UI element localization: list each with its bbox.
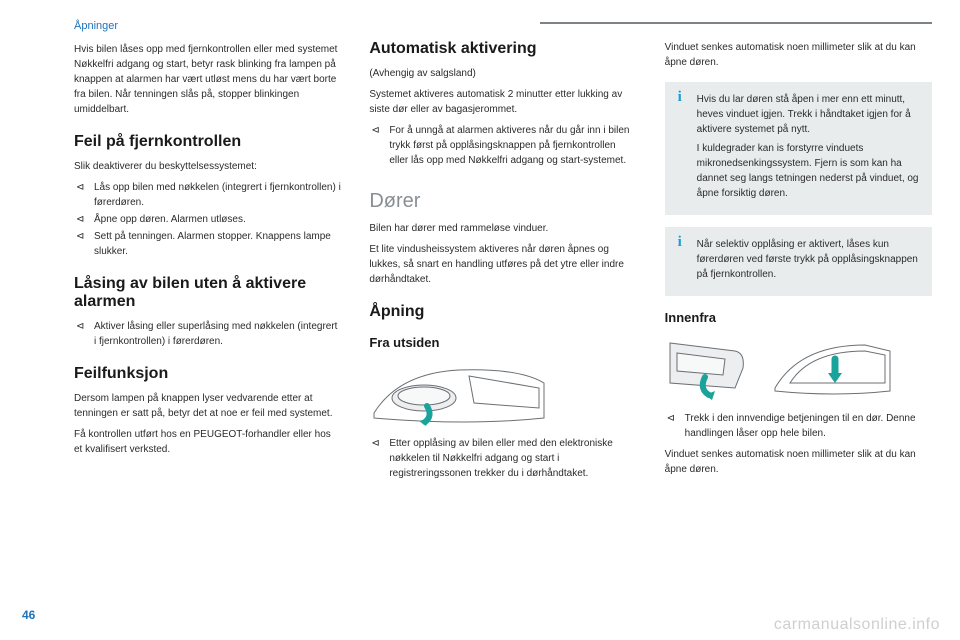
innenfra-list: Trekk i den innvendige betjeningen til e… [665,411,932,441]
heading-fra-utsiden: Fra utsiden [369,335,636,350]
page-body: Åpninger Hvis bilen låses opp med fjernk… [0,0,960,497]
deaktiver-intro: Slik deaktiverer du beskyttelsessystemet… [74,159,341,174]
column-1: Åpninger Hvis bilen låses opp med fjernk… [74,20,341,487]
feilfunksjon-p2: Få kontrollen utført hos en PEUGEOT-forh… [74,427,341,457]
watermark: carmanualsonline.info [774,616,940,634]
auto-list: For å unngå at alarmen aktiveres når du … [369,123,636,168]
heading-feil-fjernkontrollen: Feil på fjernkontrollen [74,133,341,151]
info-icon: i [673,90,687,104]
dorer-p2: Et lite vindusheissystem aktiveres når d… [369,242,636,287]
heading-feilfunksjon: Feilfunksjon [74,365,341,383]
feilfunksjon-p1: Dersom lampen på knappen lyser vedvarend… [74,391,341,421]
page-number: 46 [22,608,35,622]
info-text: Hvis du lar døren stå åpen i mer enn ett… [697,92,922,137]
intro-paragraph: Hvis bilen låses opp med fjernkontrollen… [74,42,341,117]
lasing-list: Aktiver låsing eller superlåsing med nøk… [74,319,341,349]
col3-intro: Vinduet senkes automatisk noen millimete… [665,40,932,70]
heading-automatisk: Automatisk aktivering [369,40,636,58]
info-text: Når selektiv opplåsing er aktivert, låse… [697,237,922,282]
info-text: I kuldegrader kan is forstyrre vinduets … [697,141,922,201]
heading-lasing: Låsing av bilen uten å aktivere alarmen [74,275,341,311]
list-item: Aktiver låsing eller superlåsing med nøk… [74,319,341,349]
column-2: Automatisk aktivering (Avhengig av salgs… [369,20,636,487]
heading-innenfra: Innenfra [665,310,932,325]
list-item: Åpne opp døren. Alarmen utløses. [74,212,341,227]
info-box-window-open: i Hvis du lar døren stå åpen i mer enn e… [665,82,932,215]
list-item: Etter opplåsing av bilen eller med den e… [369,436,636,481]
heading-apning: Åpning [369,303,636,321]
top-divider-rule [540,22,932,24]
col3-outro: Vinduet senkes automatisk noen millimete… [665,447,932,477]
list-item: Lås opp bilen med nøkkelen (integrert i … [74,180,341,210]
list-item: Trekk i den innvendige betjeningen til e… [665,411,932,441]
info-icon: i [673,235,687,249]
section-label: Åpninger [74,20,341,32]
deaktiver-list: Lås opp bilen med nøkkelen (integrert i … [74,180,341,259]
apning-list: Etter opplåsing av bilen eller med den e… [369,436,636,481]
diagram-exterior-handle [369,358,549,428]
diagram-interior-handle [665,333,895,403]
list-item: Sett på tenningen. Alarmen stopper. Knap… [74,229,341,259]
list-item: For å unngå at alarmen aktiveres når du … [369,123,636,168]
column-3: Vinduet senkes automatisk noen millimete… [665,20,932,487]
auto-p2: Systemet aktiveres automatisk 2 minutter… [369,87,636,117]
dorer-p1: Bilen har dører med rammeløse vinduer. [369,221,636,236]
section-title-dorer: Dører [369,190,636,213]
auto-p1: (Avhengig av salgsland) [369,66,636,81]
info-box-selective-unlock: i Når selektiv opplåsing er aktivert, lå… [665,227,932,296]
